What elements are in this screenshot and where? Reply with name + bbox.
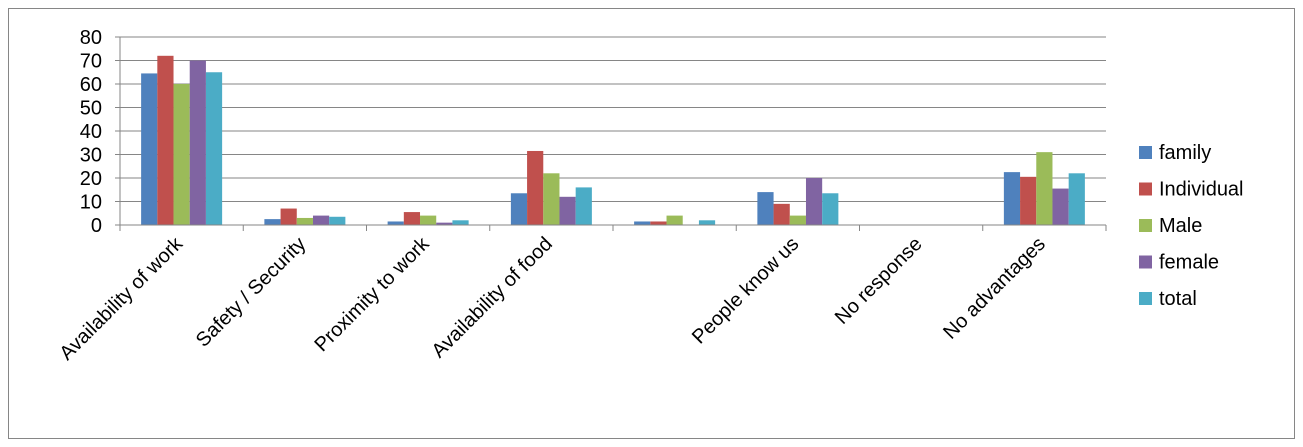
category-label: Availability of work — [56, 232, 188, 364]
bar-family — [1003, 172, 1021, 225]
bar-individual — [1020, 176, 1037, 225]
category-label: Availability of food — [428, 233, 557, 362]
bar-total — [575, 187, 592, 225]
y-tick-label: 80 — [80, 27, 102, 49]
legend-label-total: total — [1159, 288, 1197, 310]
bar-male — [666, 215, 683, 225]
y-tick-label: 70 — [80, 51, 102, 73]
bar-total — [329, 216, 346, 225]
bar-total — [205, 72, 223, 225]
bar-family — [141, 73, 158, 225]
bar-total — [698, 220, 716, 225]
legend-label-male: Male — [1159, 215, 1202, 237]
axes — [115, 36, 1107, 231]
bar-female — [189, 60, 206, 225]
bar-female — [559, 196, 576, 225]
category-label: Safety / Security — [192, 233, 311, 352]
legend-swatch-total — [1139, 292, 1152, 305]
legend-label-family: family — [1159, 142, 1211, 164]
bars — [141, 55, 1085, 225]
bar-individual — [650, 221, 667, 225]
bar-family — [387, 221, 404, 225]
bar-male — [543, 173, 560, 225]
legend-swatch-individual — [1139, 182, 1152, 196]
category-label: No advantages — [939, 233, 1050, 344]
bar-total — [1068, 173, 1085, 225]
category-labels: Availability of work Safety / Security Pro… — [56, 232, 1050, 364]
bar-male — [1036, 152, 1053, 225]
y-tick-label: 60 — [80, 74, 102, 96]
bar-male — [296, 217, 313, 225]
y-tick-label: 40 — [80, 121, 102, 143]
bar-male — [420, 215, 437, 225]
legend-swatch-female — [1139, 255, 1152, 269]
bar-total — [822, 193, 839, 225]
bar-family — [264, 219, 281, 225]
chart-frame: 0 10 20 30 40 50 60 70 80 Availability of work Sa… — [8, 8, 1295, 439]
y-tick-label: 20 — [80, 168, 102, 190]
bar-male — [173, 84, 190, 225]
legend-swatch-male — [1139, 219, 1152, 232]
bar-female — [436, 222, 453, 225]
bar-individual — [280, 208, 297, 225]
y-tick-label: 30 — [80, 145, 102, 167]
legend-swatch-family — [1139, 146, 1152, 159]
bar-individual — [157, 55, 174, 225]
category-label: Proximity to work — [310, 232, 434, 356]
gridlines — [120, 36, 1106, 202]
bar-female — [312, 215, 330, 225]
category-label: People know us — [688, 233, 803, 348]
bar-female — [805, 178, 823, 225]
category-label: No response — [831, 233, 927, 329]
legend-label-individual: Individual — [1159, 179, 1244, 201]
legend-label-female: female — [1159, 252, 1219, 274]
bar-individual — [403, 212, 421, 225]
bar-family — [510, 193, 528, 225]
legend: family Individual Male female total — [1139, 142, 1244, 310]
bar-individual — [527, 150, 544, 225]
bar-total — [452, 220, 469, 225]
bar-family — [634, 221, 651, 225]
y-tick-label: 50 — [80, 98, 102, 120]
y-tick-label: 0 — [91, 215, 102, 237]
bar-male — [789, 215, 806, 225]
bar-female — [1052, 188, 1069, 225]
bar-individual — [773, 203, 790, 225]
y-tick-label: 10 — [80, 192, 102, 214]
bar-family — [757, 192, 774, 225]
